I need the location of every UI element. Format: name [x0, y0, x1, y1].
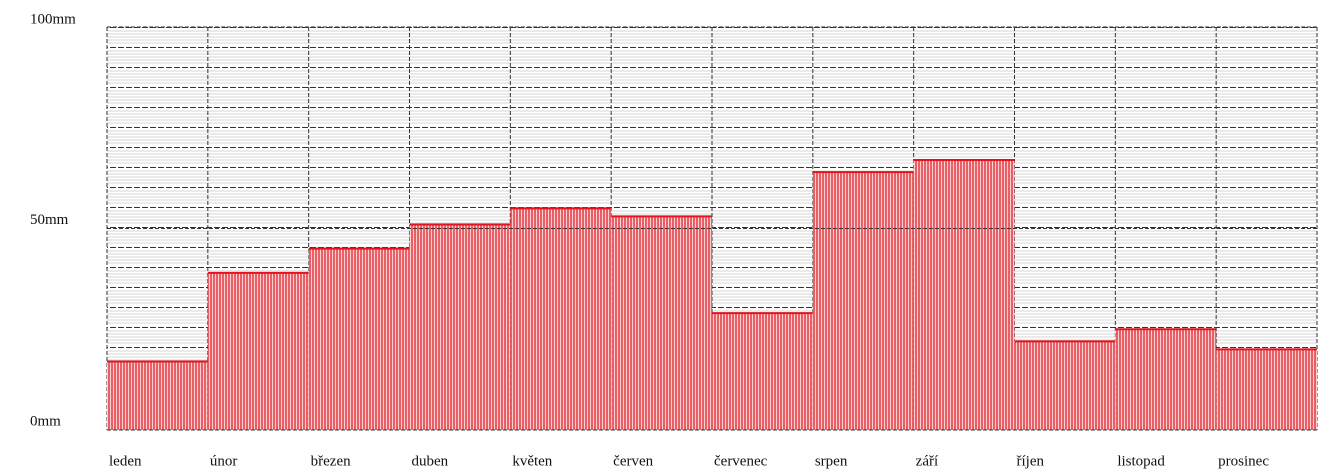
x-tick-label: prosinec [1218, 453, 1269, 469]
x-tick-label: říjen [1017, 453, 1045, 469]
x-tick-label: duben [412, 453, 449, 469]
x-tick-label: leden [109, 453, 142, 469]
x-tick-label: červenec [714, 453, 768, 469]
x-tick-label: listopad [1117, 453, 1165, 469]
bar [712, 313, 813, 430]
bar [107, 361, 208, 430]
x-tick-label: březen [311, 453, 351, 469]
bar [1216, 349, 1317, 430]
y-tick-label: 100mm [30, 11, 76, 27]
x-tick-label: červen [613, 453, 653, 469]
bar [207, 272, 309, 430]
bar [1014, 341, 1116, 430]
bar [812, 172, 914, 430]
bar [611, 216, 712, 430]
bar [308, 248, 410, 430]
y-tick-label: 50mm [30, 212, 69, 228]
x-tick-label: září [916, 453, 938, 469]
bar [510, 208, 612, 430]
x-tick-label: únor [210, 453, 238, 469]
bar [1115, 329, 1217, 430]
bar [913, 159, 1015, 431]
bar [409, 224, 511, 430]
x-tick-label: srpen [815, 453, 848, 469]
y-tick-label: 0mm [30, 413, 61, 429]
x-tick-label: květen [512, 453, 552, 469]
